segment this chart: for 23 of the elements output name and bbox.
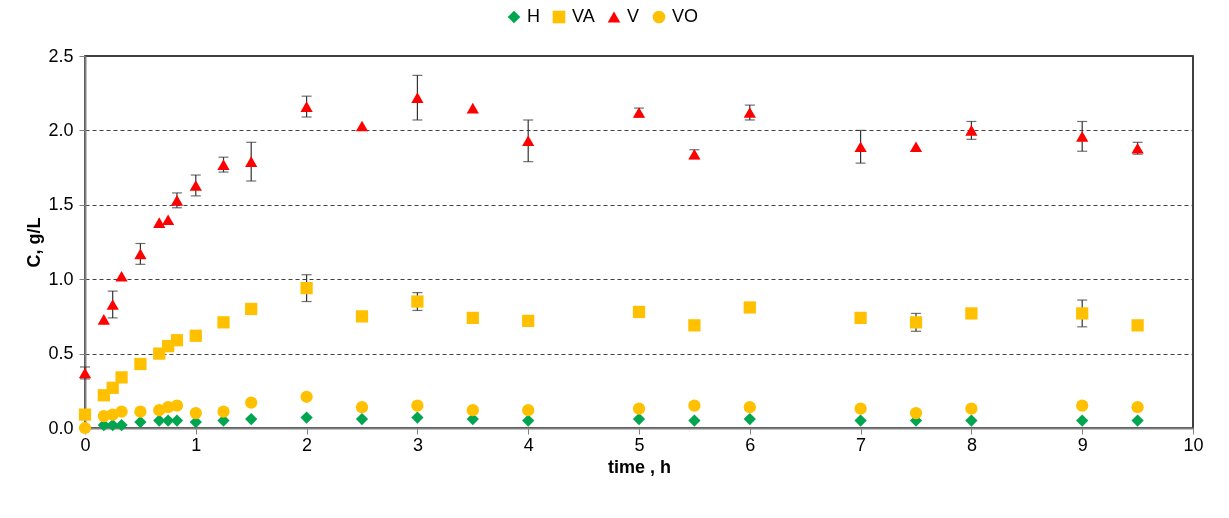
legend-label: VA (572, 6, 595, 26)
y-tick-label: 0.5 (48, 343, 74, 364)
x-tick-label: 8 (966, 434, 977, 455)
x-tick-label: 10 (1183, 434, 1204, 455)
x-tick-label: 2 (302, 434, 313, 455)
y-tick-label: 2.0 (48, 119, 74, 140)
x-axis-title: time , h (607, 456, 672, 477)
x-tick-label: 4 (523, 434, 534, 455)
legend-label: V (627, 6, 640, 26)
y-tick-label: 0.0 (48, 417, 74, 438)
y-tick-label: 1.5 (48, 194, 74, 215)
x-tick-label: 7 (856, 434, 867, 455)
legend-label: H (527, 6, 540, 26)
x-tick-label: 9 (1077, 434, 1088, 455)
x-tick-label: 0 (80, 434, 91, 455)
x-tick-label: 5 (634, 434, 645, 455)
y-axis-title: C, g/L (24, 217, 45, 268)
y-tick-label: 1.0 (48, 268, 74, 289)
legend-label: VO (672, 6, 699, 26)
x-tick-label: 1 (191, 434, 202, 455)
x-tick-label: 3 (412, 434, 423, 455)
y-tick-label: 2.5 (48, 45, 74, 66)
x-tick-label: 6 (745, 434, 756, 455)
